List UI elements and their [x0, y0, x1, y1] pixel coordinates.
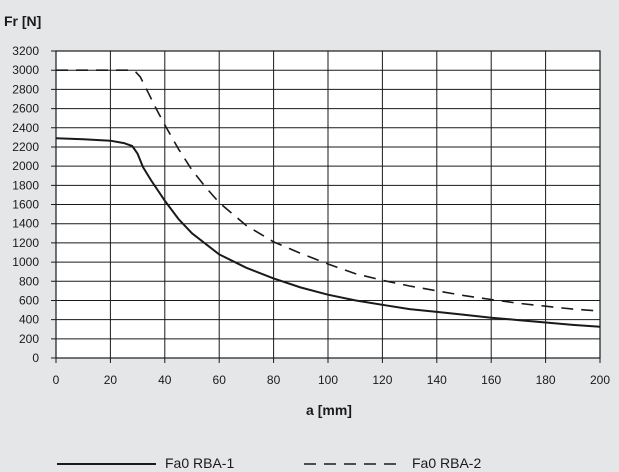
x-tick-label-160: 160	[481, 373, 501, 387]
y-tick-label-600: 600	[19, 293, 39, 307]
series-line-rba-1	[55, 137, 601, 328]
y-tick-label-2000: 2000	[12, 159, 39, 173]
x-axis-label: a [mm]	[306, 402, 352, 418]
y-tick-label-1200: 1200	[12, 236, 39, 250]
y-tick-label-800: 800	[19, 274, 39, 288]
x-tick-label-0: 0	[53, 373, 60, 387]
plot-frame	[55, 50, 601, 359]
y-tick-label-3000: 3000	[12, 63, 39, 77]
x-tick-label-20: 20	[104, 373, 118, 387]
y-tick-label-400: 400	[19, 313, 39, 327]
y-tick-label-1000: 1000	[12, 255, 39, 269]
legend-label-rba-1: Fa0 RBA-1	[165, 455, 234, 471]
x-tick-label-180: 180	[536, 373, 556, 387]
y-tick-label-200: 200	[19, 332, 39, 346]
legend-label-rba-2: Fa0 RBA-2	[412, 455, 481, 471]
x-tick-label-100: 100	[318, 373, 338, 387]
legend: Fa0 RBA-1 Fa0 RBA-2	[57, 455, 481, 471]
y-tick-label-1800: 1800	[12, 178, 39, 192]
y-tick-label-2400: 2400	[12, 121, 39, 135]
series-line-rba-2	[56, 69, 601, 312]
x-tick-label-120: 120	[372, 373, 392, 387]
x-tick-label-60: 60	[213, 373, 227, 387]
x-tick-label-200: 200	[590, 373, 610, 387]
y-tick-label-1400: 1400	[12, 217, 39, 231]
y-tick-label-2800: 2800	[12, 82, 39, 96]
y-tick-label-0: 0	[32, 351, 39, 365]
y-tick-label-1600: 1600	[12, 198, 39, 212]
y-tick-label-2200: 2200	[12, 140, 39, 154]
x-tick-label-40: 40	[158, 373, 172, 387]
y-tick-label-3200: 3200	[12, 44, 39, 58]
y-tick-label-2600: 2600	[12, 102, 39, 116]
y-axis-label: Fr [N]	[4, 13, 41, 29]
x-tick-label-140: 140	[427, 373, 447, 387]
x-tick-label-80: 80	[267, 373, 281, 387]
